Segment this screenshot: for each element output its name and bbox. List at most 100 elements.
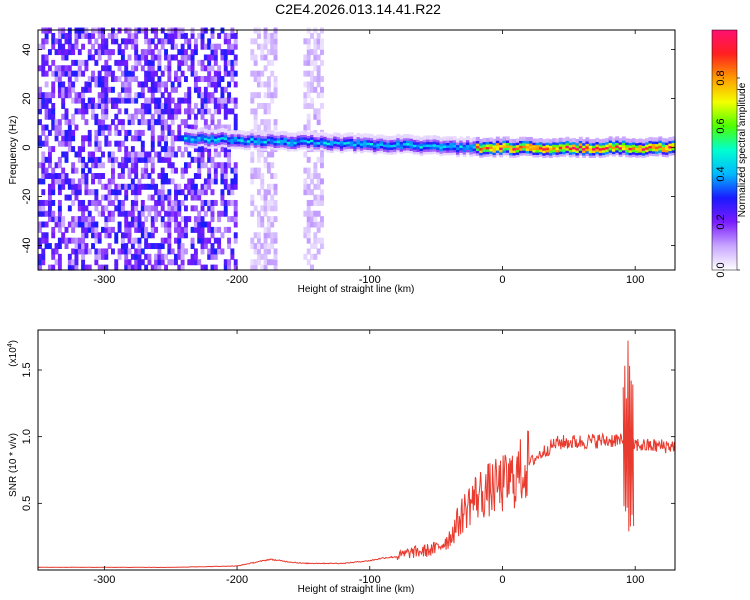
spectrogram-cell [638, 140, 643, 146]
spectrogram-cell [44, 156, 49, 163]
spectrogram-cell [645, 140, 650, 145]
spectrogram-cell [532, 150, 537, 155]
spectrogram-cell [110, 189, 115, 196]
spectrogram-cell [276, 143, 281, 148]
spectrogram-cell [320, 133, 324, 139]
spectrogram-cell [120, 237, 125, 244]
spectrogram-cell [174, 76, 178, 83]
spectrogram-cell [41, 38, 46, 45]
spectrogram-cell [376, 146, 381, 151]
spectrogram-cell [313, 135, 318, 140]
spectrogram-cell [611, 140, 616, 145]
spectrogram-cell [110, 97, 115, 104]
spectrogram-cell [134, 43, 139, 50]
spectrogram-cell [266, 259, 271, 266]
spectrogram-cell [270, 237, 275, 244]
spectrogram-cell [210, 43, 215, 50]
spectrogram-cell [57, 205, 62, 212]
spectrogram-cell [276, 136, 281, 141]
spectrogram-cell [253, 138, 258, 143]
spectrogram-cell [306, 141, 311, 146]
spectrogram-cell [41, 27, 46, 34]
spectrogram-cell [475, 141, 480, 147]
spectrogram-cell [174, 167, 178, 174]
spectrogram-cell [127, 32, 132, 39]
spectrogram-cell [150, 232, 155, 239]
spectrogram-cell [565, 151, 570, 156]
spectrogram-cell [44, 243, 49, 250]
spectrogram-cell [253, 141, 258, 146]
spectrogram-cell [326, 140, 331, 146]
spectrogram-cells [38, 27, 676, 271]
spectrogram-cell [47, 199, 52, 206]
spectrogram-cell [227, 81, 232, 88]
spectrogram-cell [223, 65, 228, 72]
spectrogram-cell [193, 131, 198, 137]
spectrogram-cell [263, 226, 268, 233]
spectrogram-cell [61, 232, 66, 239]
spectrogram-cell [230, 139, 235, 144]
spectrogram-cell [124, 97, 129, 104]
spectrogram-cell [651, 152, 656, 157]
spectrogram-cell [193, 189, 198, 196]
spectrogram-cell [170, 210, 175, 217]
spectrogram-cell [84, 173, 89, 180]
spectrogram-cell [243, 136, 248, 141]
spectrogram-cell [197, 167, 202, 174]
spectrogram-cell [61, 167, 66, 174]
spectrogram-cell [101, 97, 105, 104]
spectrogram-cell [94, 27, 99, 34]
spectrogram-cell [97, 27, 102, 34]
spectrogram-cell [84, 216, 89, 223]
spectrogram-cell [313, 183, 318, 190]
spectrogram-cell [313, 38, 318, 45]
spectrogram-cell [459, 148, 464, 153]
spectrogram-cell [320, 237, 324, 244]
spectrogram-cell [256, 210, 261, 217]
spectrogram-cell [203, 210, 208, 217]
spectrogram-cell [81, 70, 86, 77]
spectrogram-cell [94, 226, 99, 233]
spectrogram-cell [177, 27, 182, 34]
spectrogram-cell [661, 142, 666, 148]
spectrogram-cell [558, 142, 563, 147]
spectrogram-cell [38, 162, 42, 169]
spectrogram-cell [107, 210, 112, 217]
spectrogram-cell [412, 145, 417, 150]
spectrogram-cell [114, 113, 119, 120]
spectrogram-cell [313, 129, 318, 136]
spectrogram-cell [270, 221, 275, 228]
spectrogram-cell [157, 210, 162, 217]
spectrogram-cell [588, 148, 593, 154]
spectrogram-cell [77, 221, 82, 228]
spectrogram-cell [598, 151, 603, 156]
spectrogram-cell [130, 183, 135, 190]
spectrogram-cell [306, 131, 311, 136]
spectrogram-cell [253, 248, 258, 255]
spectrogram-cell [71, 86, 76, 93]
spectrogram-cell [54, 119, 59, 126]
spectrogram-cell [595, 142, 600, 147]
spectrogram-cell [180, 119, 185, 126]
spectrogram-cell [419, 151, 424, 156]
spectrogram-cell [57, 243, 62, 250]
spectrogram-cell [47, 243, 52, 250]
spectrogram-cell [164, 140, 168, 147]
spectrogram-cell [134, 237, 139, 244]
spectrogram-cell [655, 149, 660, 154]
spectrogram-cell [124, 43, 129, 50]
spectrogram-cell [120, 49, 125, 56]
spectrogram-cell [479, 141, 484, 146]
spectrogram-cell [482, 142, 487, 147]
spectrogram-cell [64, 151, 69, 158]
spectrogram-cell [273, 38, 278, 45]
spectrogram-cell [306, 81, 311, 88]
spectrogram-cell [266, 216, 271, 223]
spectrogram-cell [283, 136, 288, 141]
spectrogram-cell [462, 152, 467, 158]
spectrogram-cell [220, 54, 225, 61]
spectrogram-cell [77, 178, 82, 185]
spectrogram-cell [635, 146, 640, 151]
spectrogram-cell [230, 65, 235, 72]
spectrogram-cell [256, 253, 261, 260]
